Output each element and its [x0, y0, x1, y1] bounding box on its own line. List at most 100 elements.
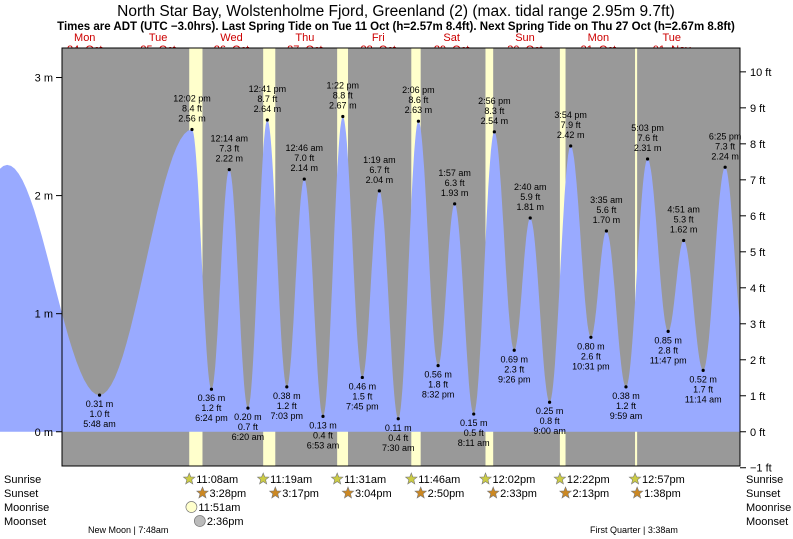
low-tide-label: 0.38 m: [612, 391, 640, 401]
sunrise-time: 11:31am: [344, 474, 386, 486]
low-tide-label: 8:32 pm: [422, 390, 455, 400]
right-tick-label: 8 ft: [750, 139, 765, 151]
tide-point: [285, 385, 289, 389]
low-tide-label: 0.4 ft: [313, 430, 334, 440]
low-tide-label: 2.8 ft: [658, 345, 679, 355]
tide-point: [265, 118, 269, 122]
day-name-label: Sun: [515, 32, 535, 44]
low-tide-label: 8:11 am: [458, 438, 490, 448]
high-tide-label: 2.04 m: [366, 175, 394, 185]
right-tick-label: 6 ft: [750, 211, 765, 223]
right-tick-label: 3 ft: [750, 319, 765, 331]
day-name-label: Mon: [588, 32, 609, 44]
row-label-right: Moonset: [746, 516, 788, 528]
sunrise-star-icon: [182, 472, 196, 485]
tide-point: [360, 375, 364, 380]
tide-point: [377, 189, 381, 193]
low-tide-label: 0.80 m: [577, 341, 605, 351]
low-tide-label: 10:31 pm: [572, 361, 610, 371]
low-tide-label: 1.7 ft: [693, 384, 714, 394]
high-tide-label: 6:25 pm: [709, 131, 742, 141]
day-name-label: Sat: [443, 32, 460, 44]
low-tide-label: 0.25 m: [536, 406, 564, 416]
high-tide-label: 2.56 m: [178, 113, 206, 123]
tide-point: [624, 385, 628, 389]
row-label-left: Moonrise: [4, 502, 49, 514]
tide-point: [321, 414, 325, 419]
high-tide-label: 1.70 m: [593, 215, 621, 225]
left-tick-label: 3 m: [35, 73, 53, 85]
right-tick-label: 10 ft: [750, 67, 771, 79]
right-tick-label: 1 ft: [750, 391, 765, 403]
tide-point: [416, 119, 421, 123]
low-tide-label: 0.36 m: [198, 393, 226, 403]
high-tide-label: 1:57 am: [438, 168, 471, 178]
day-name-label: Tue: [149, 32, 168, 44]
right-tick-label: 7 ft: [750, 175, 765, 187]
moonset-icon: [193, 515, 206, 527]
left-tick-label: 0 m: [35, 427, 53, 439]
plot-area: [0, 47, 741, 467]
sunrise-star-icon: [404, 472, 418, 485]
sunset-time: 1:38pm: [644, 488, 681, 500]
high-tide-label: 8.3 ft: [484, 106, 505, 116]
tide-point: [190, 127, 194, 132]
sunrise-time: 12:22pm: [567, 474, 610, 486]
sunset-time: 3:17pm: [282, 488, 319, 500]
tide-point: [723, 165, 727, 169]
low-tide-label: 0.52 m: [689, 374, 717, 384]
high-tide-label: 5:03 pm: [631, 123, 664, 133]
low-tide-label: 6:53 am: [307, 440, 340, 450]
sunrise-star-icon: [330, 472, 344, 485]
high-tide-label: 2:06 pm: [402, 85, 435, 95]
low-tide-label: 6:20 am: [232, 432, 265, 442]
high-tide-label: 6.3 ft: [445, 178, 466, 188]
low-tide-label: 0.5 ft: [464, 428, 485, 438]
high-tide-label: 3:54 pm: [554, 110, 587, 120]
row-label-right: Sunrise: [746, 474, 783, 486]
low-tide-label: 0.13 m: [309, 420, 337, 430]
tide-point: [472, 412, 476, 416]
day-name-label: Tue: [662, 32, 681, 44]
high-tide-label: 12:02 pm: [173, 93, 211, 103]
high-tide-label: 2.54 m: [481, 116, 509, 126]
high-tide-label: 8.7 ft: [257, 94, 278, 104]
high-tide-label: 1:22 pm: [327, 80, 360, 90]
row-label-left: Sunrise: [4, 474, 41, 486]
tide-point: [97, 393, 102, 397]
low-tide-label: 0.20 m: [234, 412, 262, 422]
low-tide-label: 0.85 m: [654, 335, 682, 345]
high-tide-label: 1.81 m: [516, 202, 544, 212]
tide-point: [512, 348, 516, 352]
low-tide-label: 2.6 ft: [581, 351, 602, 361]
high-tide-label: 5.6 ft: [596, 205, 617, 215]
low-tide-label: 1.8 ft: [428, 380, 449, 390]
sunset-time: 3:04pm: [355, 488, 392, 500]
high-tide-label: 5.3 ft: [674, 214, 695, 224]
tide-point: [569, 144, 573, 148]
high-tide-label: 8.8 ft: [333, 90, 354, 100]
moonset-time: 2:36pm: [207, 516, 244, 528]
high-tide-label: 2.24 m: [711, 151, 739, 161]
sunrise-star-icon: [553, 472, 567, 485]
low-tide-label: 9:00 am: [533, 426, 566, 436]
high-tide-label: 5.9 ft: [520, 192, 541, 202]
sunset-time: 3:28pm: [209, 488, 246, 500]
high-tide-label: 2.64 m: [254, 104, 282, 114]
sunset-star-icon: [196, 486, 209, 499]
tide-point: [547, 400, 552, 404]
low-tide-label: 7:03 pm: [271, 411, 304, 421]
low-tide-label: 6:24 pm: [195, 413, 228, 423]
right-tick-label: 9 ft: [750, 103, 765, 115]
moonrise-icon: [185, 501, 198, 513]
low-tide-label: 0.7 ft: [238, 422, 259, 432]
tide-area: [0, 116, 740, 432]
tide-point: [302, 177, 306, 181]
low-tide-label: 1.5 ft: [352, 391, 373, 401]
high-tide-label: 2.42 m: [557, 130, 585, 140]
sunset-time: 2:33pm: [500, 488, 537, 500]
high-tide-label: 7.3 ft: [715, 141, 736, 151]
sunrise-time: 11:08am: [196, 474, 238, 486]
sunset-star-icon: [414, 486, 428, 499]
row-label-right: Sunset: [746, 488, 780, 500]
